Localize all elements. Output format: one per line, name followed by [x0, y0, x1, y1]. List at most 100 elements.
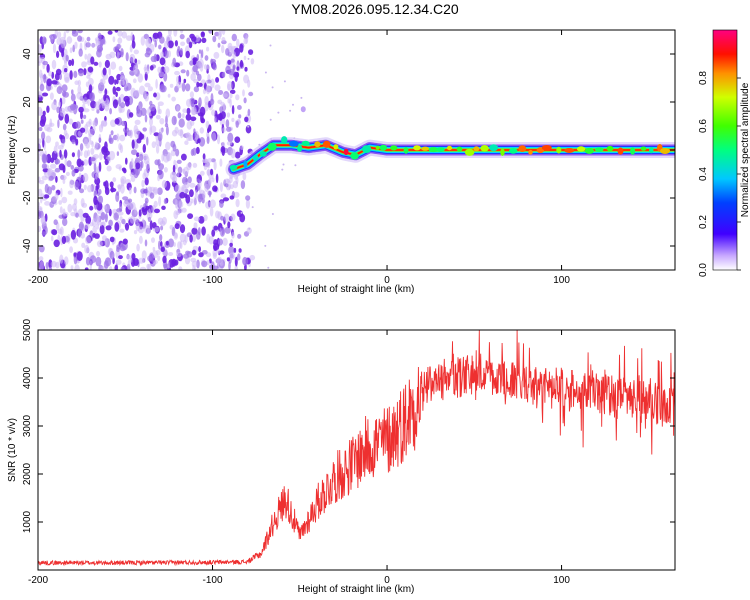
- noise-speck: [242, 89, 245, 97]
- noise-speck: [76, 158, 82, 168]
- ridge-blob: [446, 145, 453, 151]
- noise-speck: [88, 77, 94, 86]
- noise-speck: [208, 124, 212, 132]
- noise-speck: [214, 116, 218, 123]
- noise-speck: [159, 57, 166, 66]
- snr-panel: -200 -100 0 100 1000 2000 3000 4000 5000 Height …: [7, 318, 676, 595]
- noise-speck: [193, 86, 200, 93]
- noise-speck: [192, 106, 197, 113]
- noise-speck: [46, 126, 53, 133]
- noise-speck: [144, 82, 151, 88]
- noise-speck: [243, 97, 247, 104]
- noise-speck: [108, 67, 111, 76]
- noise-speck: [110, 61, 117, 70]
- noise-speck: [119, 75, 125, 82]
- noise-speck: [165, 141, 171, 151]
- noise-speck: [215, 210, 220, 219]
- ridge-blob: [333, 144, 339, 150]
- noise-speck: [77, 208, 84, 218]
- noise-speck: [40, 114, 47, 125]
- noise-speck: [174, 70, 180, 76]
- noise-speck: [145, 160, 150, 170]
- snr-ytick-label: 1000: [22, 510, 33, 533]
- noise-speck: [161, 180, 167, 189]
- noise-speck: [67, 190, 73, 195]
- noise-speck: [90, 155, 97, 165]
- noise-speck: [68, 118, 73, 125]
- noise-speck: [127, 259, 131, 267]
- noise-speck: [109, 266, 113, 270]
- noise-speck: [82, 212, 89, 218]
- noise-speck: [186, 120, 192, 130]
- noise-speck: [117, 37, 123, 44]
- noise-speck: [86, 247, 90, 253]
- noise-speck: [213, 242, 220, 251]
- ridge-blob: [594, 147, 604, 152]
- noise-speck: [228, 176, 233, 183]
- noise-speck: [212, 63, 217, 71]
- noise-speck: [207, 158, 213, 163]
- noise-speck: [151, 237, 155, 243]
- noise-speck: [174, 223, 180, 230]
- noise-speck: [143, 168, 150, 178]
- noise-speck: [206, 233, 211, 243]
- ridge-blob: [456, 146, 463, 152]
- noise-speck: [136, 243, 140, 252]
- noise-speck: [51, 101, 58, 111]
- noise-speck: [122, 238, 128, 245]
- noise-speck: [130, 87, 136, 98]
- noise-speck: [182, 108, 188, 113]
- noise-speck: [233, 247, 237, 253]
- noise-speck: [64, 113, 70, 124]
- noise-speck: [155, 114, 161, 120]
- noise-speck: [82, 172, 89, 183]
- colorbar: [713, 30, 737, 270]
- noise-speck: [198, 216, 205, 224]
- noise-speck: [264, 244, 267, 247]
- noise-speck: [197, 193, 203, 203]
- noise-speck: [245, 199, 250, 209]
- noise-speck: [133, 230, 138, 235]
- noise-speck: [158, 71, 165, 78]
- noise-speck: [171, 115, 177, 126]
- snr-plot-area: [38, 330, 675, 570]
- noise-speck: [207, 178, 211, 186]
- noise-speck: [61, 96, 66, 105]
- noise-speck: [231, 231, 235, 239]
- noise-speck: [185, 50, 190, 59]
- noise-speck: [240, 180, 246, 190]
- noise-speck: [164, 123, 169, 128]
- noise-speck: [76, 251, 83, 261]
- noise-speck: [123, 95, 130, 103]
- noise-speck: [238, 114, 242, 119]
- noise-speck: [204, 101, 209, 112]
- noise-speck: [139, 161, 143, 172]
- noise-speck: [57, 228, 63, 235]
- noise-speck: [179, 191, 186, 199]
- noise-speck: [227, 98, 231, 104]
- spectrogram-ytick-label: 40: [22, 48, 33, 60]
- noise-speck: [84, 53, 88, 60]
- ridge-blob: [528, 149, 533, 155]
- noise-speck: [198, 49, 202, 54]
- noise-speck: [206, 162, 211, 169]
- noise-speck: [49, 163, 57, 169]
- noise-speck: [71, 169, 76, 177]
- noise-speck: [103, 205, 108, 210]
- noise-speck: [87, 97, 90, 107]
- noise-speck: [157, 159, 161, 167]
- noise-speck: [212, 265, 219, 270]
- noise-speck: [106, 165, 112, 172]
- noise-speck: [110, 130, 114, 136]
- noise-speck: [139, 266, 147, 270]
- noise-speck: [120, 120, 127, 127]
- noise-speck: [134, 128, 141, 139]
- noise-speck: [237, 253, 241, 261]
- noise-speck: [116, 133, 120, 142]
- colorbar-label: Normalized spectral amplitude: [740, 82, 750, 217]
- noise-speck: [89, 205, 94, 211]
- noise-speck: [144, 93, 149, 102]
- noise-speck: [70, 212, 76, 217]
- noise-speck: [80, 127, 86, 133]
- noise-speck: [157, 174, 161, 182]
